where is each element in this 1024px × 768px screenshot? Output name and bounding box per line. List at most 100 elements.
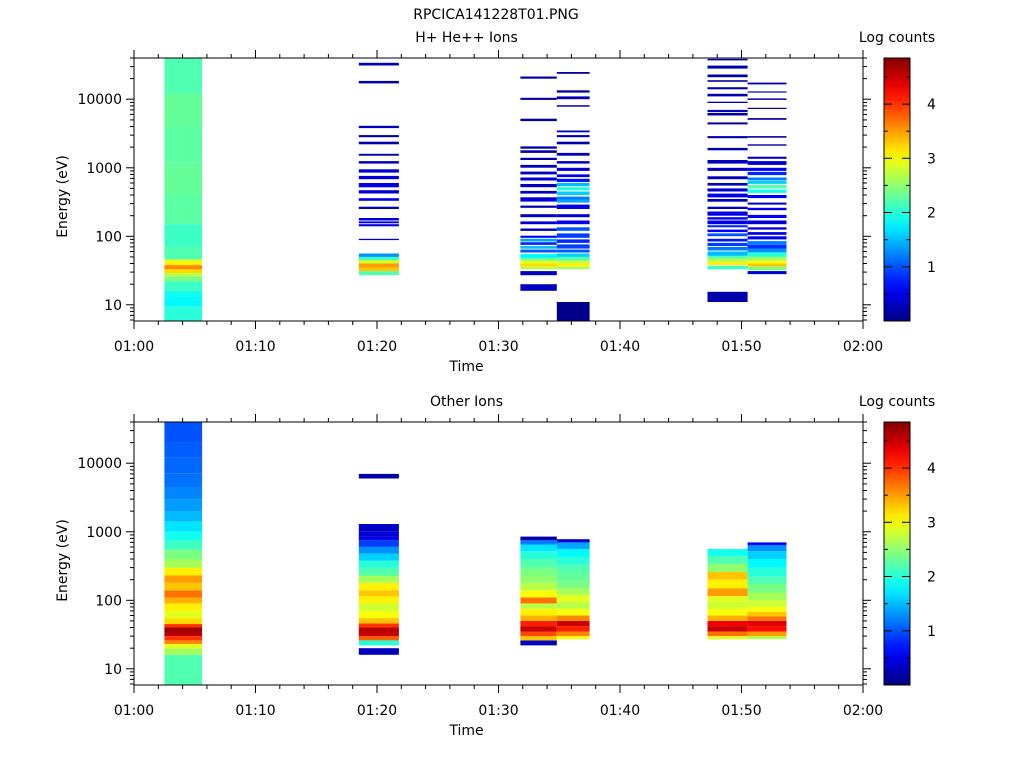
data-cell	[556, 72, 590, 74]
data-cell	[164, 603, 203, 611]
data-cell	[747, 626, 787, 632]
y-tick-label: 100	[95, 593, 122, 609]
data-cell	[358, 80, 399, 84]
data-cell	[556, 191, 590, 195]
data-cell	[707, 238, 748, 242]
data-column	[556, 72, 590, 321]
data-cell	[164, 224, 203, 247]
data-cell	[747, 195, 787, 199]
data-cell	[747, 236, 787, 240]
data-cell	[164, 582, 203, 591]
data-cell	[358, 610, 399, 619]
data-cell	[520, 626, 557, 632]
data-cell	[556, 174, 590, 178]
data-cell	[707, 225, 748, 228]
figure-file-title: RPCICA141228T01.PNG	[413, 7, 578, 23]
data-cell	[556, 573, 590, 582]
data-cell	[707, 556, 748, 564]
data-cell	[520, 76, 557, 79]
data-cell	[520, 597, 557, 604]
data-cell	[520, 118, 557, 122]
data-column	[747, 82, 787, 275]
x-axis-label: Time	[448, 359, 483, 375]
data-cell	[520, 266, 557, 270]
data-cell	[164, 549, 203, 560]
data-cell	[358, 267, 399, 272]
data-cell	[707, 211, 748, 216]
data-cell	[358, 648, 399, 655]
data-cell	[358, 221, 399, 224]
data-cell	[556, 130, 590, 133]
colorbar-label: Log counts	[859, 30, 935, 46]
data-cell	[707, 193, 748, 198]
data-cell	[747, 207, 787, 211]
data-cell	[556, 263, 590, 267]
data-cell	[164, 559, 203, 568]
x-tick-label: 01:40	[600, 339, 640, 355]
x-axis-label: Time	[448, 723, 483, 739]
data-cell	[520, 540, 557, 545]
x-tick-label: 01:50	[721, 339, 761, 355]
data-cell	[358, 206, 399, 209]
data-cell	[520, 205, 557, 208]
data-cell	[707, 596, 748, 602]
data-cell	[747, 82, 787, 85]
data-cell	[358, 256, 399, 260]
data-cell	[707, 229, 748, 233]
data-cell	[556, 542, 590, 549]
data-column	[556, 539, 590, 640]
data-cell	[556, 581, 590, 589]
data-cell	[358, 636, 399, 641]
data-cell	[164, 575, 203, 583]
data-cell	[707, 65, 748, 69]
data-cell	[358, 238, 399, 241]
data-cell	[707, 242, 748, 246]
data-cell	[707, 571, 748, 580]
data-cell	[747, 220, 787, 225]
data-cell	[556, 199, 590, 203]
data-cell	[556, 249, 590, 253]
data-cell	[358, 560, 399, 568]
y-tick-label: 1000	[86, 525, 122, 541]
data-cell	[707, 601, 748, 609]
data-cell	[747, 185, 787, 189]
data-cell	[358, 553, 399, 561]
data-cell	[358, 575, 399, 583]
data-cell	[358, 260, 399, 264]
data-column	[707, 58, 748, 302]
data-cell	[707, 615, 748, 621]
data-cell	[707, 246, 748, 251]
data-cell	[358, 135, 399, 138]
data-cell	[747, 271, 787, 275]
y-axis-ticks	[126, 57, 871, 321]
data-cell	[556, 90, 590, 93]
data-cell	[164, 162, 203, 195]
data-cell	[358, 473, 399, 479]
data-cell	[520, 254, 557, 259]
data-cell	[358, 547, 399, 554]
data-cell	[747, 611, 787, 617]
data-cell	[164, 306, 203, 321]
data-cell	[520, 177, 557, 181]
data-cell	[164, 259, 203, 263]
data-cell	[747, 600, 787, 607]
data-cell	[556, 631, 590, 637]
data-cell	[358, 640, 399, 646]
colorbar-label: Log counts	[859, 394, 935, 410]
data-cell	[520, 263, 557, 267]
data-cell	[520, 631, 557, 637]
chart-title: Other Ions	[430, 394, 503, 410]
data-cell	[556, 588, 590, 595]
data-cell	[358, 271, 399, 276]
data-cell	[747, 266, 787, 271]
data-cell	[707, 233, 748, 237]
data-cell	[520, 636, 557, 641]
data-cell	[556, 260, 590, 264]
data-cell	[747, 118, 787, 120]
data-cell	[164, 627, 203, 632]
data-cell	[520, 575, 557, 583]
data-cell	[520, 238, 557, 242]
data-cell	[164, 590, 203, 598]
data-cell	[358, 540, 399, 547]
data-cell	[707, 167, 748, 171]
